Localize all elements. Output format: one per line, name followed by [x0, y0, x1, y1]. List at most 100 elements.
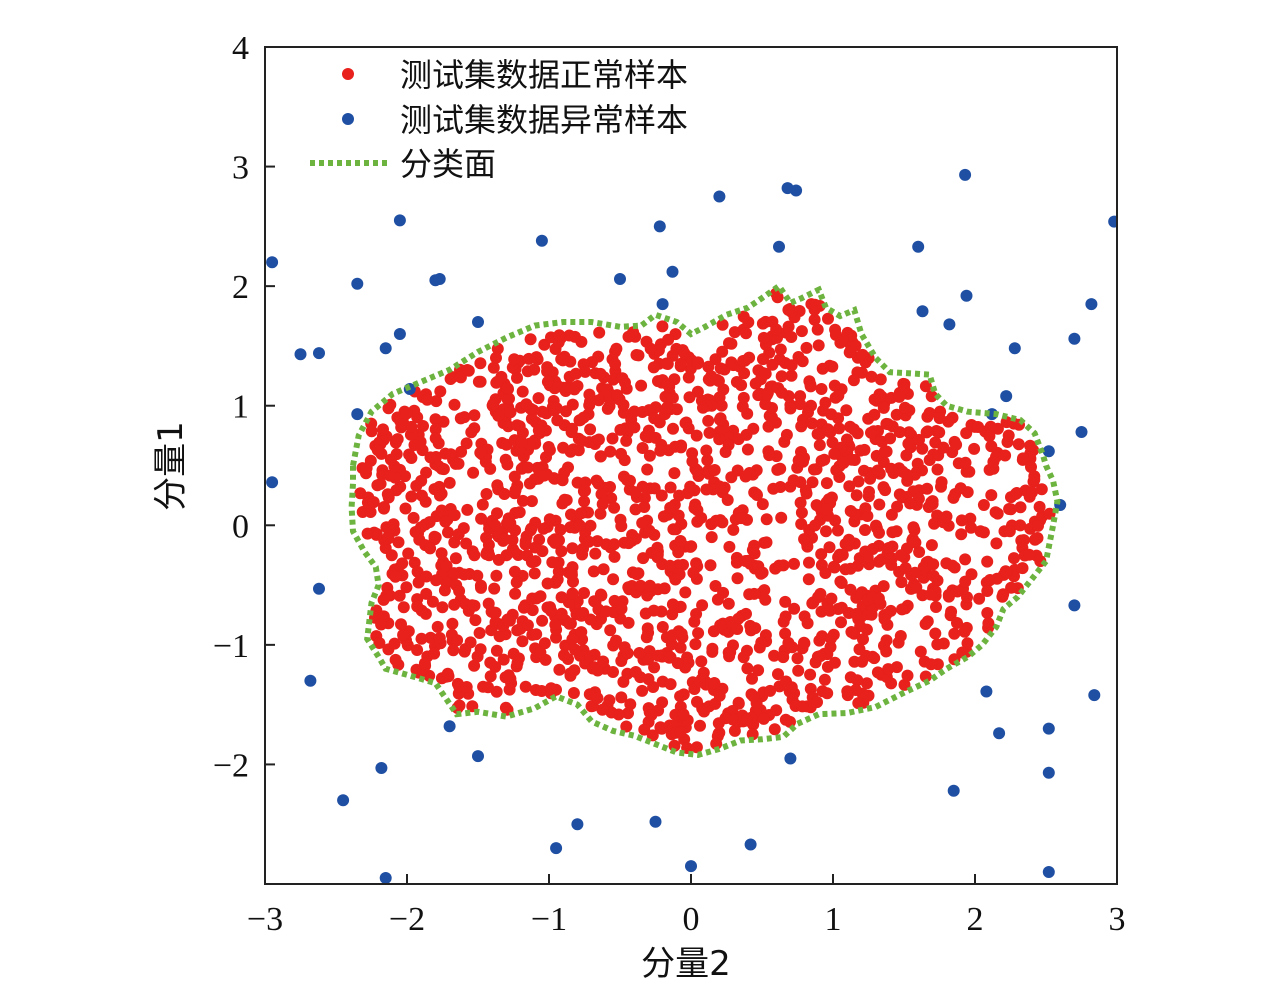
normal-sample-point	[691, 504, 704, 517]
normal-sample-point	[377, 593, 390, 606]
normal-sample-point	[741, 513, 753, 526]
normal-sample-point	[523, 477, 536, 490]
normal-sample-point	[361, 527, 374, 540]
normal-sample-point	[455, 445, 468, 458]
normal-sample-point	[503, 683, 516, 696]
normal-sample-point	[661, 401, 673, 414]
y-axis-title: 分量1	[151, 421, 191, 511]
normal-sample-point	[811, 323, 824, 336]
normal-sample-point	[528, 567, 541, 580]
normal-sample-point	[691, 385, 704, 398]
normal-sample-point	[458, 568, 471, 581]
normal-sample-point	[885, 677, 898, 690]
normal-sample-point	[893, 426, 906, 439]
normal-sample-point	[596, 498, 609, 511]
normal-sample-point	[982, 617, 995, 630]
normal-sample-point	[595, 589, 608, 602]
normal-sample-point	[615, 520, 628, 533]
legend-normal-label: 测试集数据正常样本	[400, 56, 688, 94]
normal-sample-point	[541, 577, 554, 590]
normal-sample-point	[609, 358, 622, 370]
normal-sample-point	[630, 349, 643, 361]
normal-sample-point	[816, 685, 829, 698]
abnormal-sample-point	[535, 234, 548, 247]
normal-sample-point	[858, 443, 871, 456]
normal-sample-point	[643, 449, 656, 462]
normal-sample-point	[927, 558, 940, 571]
abnormal-sample-point	[379, 872, 392, 884]
normal-sample-point	[538, 469, 551, 482]
normal-sample-point	[785, 331, 798, 343]
normal-sample-point	[636, 684, 649, 697]
abnormal-sample-point	[947, 784, 960, 797]
normal-sample-point	[644, 579, 656, 592]
normal-sample-point	[951, 585, 964, 598]
normal-sample-point	[804, 380, 817, 393]
normal-sample-point	[411, 644, 424, 656]
normal-sample-point	[551, 573, 564, 586]
normal-sample-point	[569, 643, 582, 656]
normal-sample-point	[972, 421, 985, 433]
normal-sample-point	[622, 537, 635, 550]
normal-sample-point	[484, 670, 497, 683]
normal-sample-point	[511, 656, 524, 669]
normal-sample-point	[1032, 519, 1044, 532]
normal-sample-point	[1035, 483, 1048, 496]
normal-sample-point	[532, 424, 545, 437]
normal-sample-point	[835, 601, 848, 614]
normal-sample-point	[828, 561, 841, 574]
normal-sample-point	[710, 737, 723, 750]
normal-sample-point	[722, 597, 735, 610]
y-tick-label: −2	[213, 747, 249, 784]
abnormal-sample-point	[1108, 215, 1117, 228]
normal-sample-point	[779, 713, 792, 726]
normal-sample-point	[741, 443, 754, 456]
normal-sample-point	[424, 451, 437, 464]
abnormal-sample-point	[313, 347, 325, 360]
normal-sample-point	[757, 353, 769, 366]
normal-sample-point	[503, 392, 515, 405]
normal-sample-point	[690, 429, 703, 442]
normal-sample-point	[795, 506, 808, 519]
normal-sample-point	[537, 522, 550, 535]
normal-sample-point	[578, 495, 591, 508]
normal-sample-point	[903, 426, 915, 439]
normal-sample-point	[395, 618, 407, 631]
normal-sample-point	[933, 412, 946, 425]
normal-sample-point	[999, 449, 1012, 462]
normal-sample-point	[913, 546, 926, 558]
normal-sample-point	[757, 712, 770, 725]
normal-sample-point	[851, 559, 864, 572]
normal-sample-point	[806, 476, 819, 489]
normal-sample-point	[584, 519, 597, 532]
normal-sample-point	[933, 426, 946, 439]
normal-sample-point	[579, 484, 592, 497]
abnormal-sample-point	[790, 184, 803, 197]
normal-sample-point	[433, 480, 446, 493]
normal-sample-point	[465, 426, 478, 439]
normal-sample-point	[423, 516, 436, 529]
normal-sample-point	[458, 411, 471, 424]
abnormal-sample-point	[649, 815, 662, 828]
x-tick-label: 1	[825, 901, 842, 938]
normal-sample-point	[535, 685, 548, 697]
normal-sample-point	[724, 646, 737, 659]
abnormal-sample-point	[266, 256, 279, 269]
normal-sample-point	[648, 412, 661, 425]
normal-sample-point	[492, 409, 505, 422]
normal-sample-point	[520, 398, 533, 411]
normal-sample-point	[694, 719, 706, 732]
abnormal-sample-point	[351, 408, 364, 421]
normal-sample-point	[821, 503, 833, 516]
normal-sample-point	[880, 645, 893, 658]
normal-sample-point	[430, 574, 443, 587]
legend-normal-marker	[342, 68, 354, 80]
normal-sample-point	[823, 541, 836, 554]
normal-sample-point	[844, 583, 857, 596]
normal-sample-point	[396, 557, 409, 570]
abnormal-sample-point	[1008, 342, 1021, 355]
normal-sample-point	[901, 669, 914, 682]
normal-sample-point	[568, 664, 581, 677]
normal-sample-point	[489, 660, 502, 673]
normal-sample-point	[516, 494, 529, 507]
